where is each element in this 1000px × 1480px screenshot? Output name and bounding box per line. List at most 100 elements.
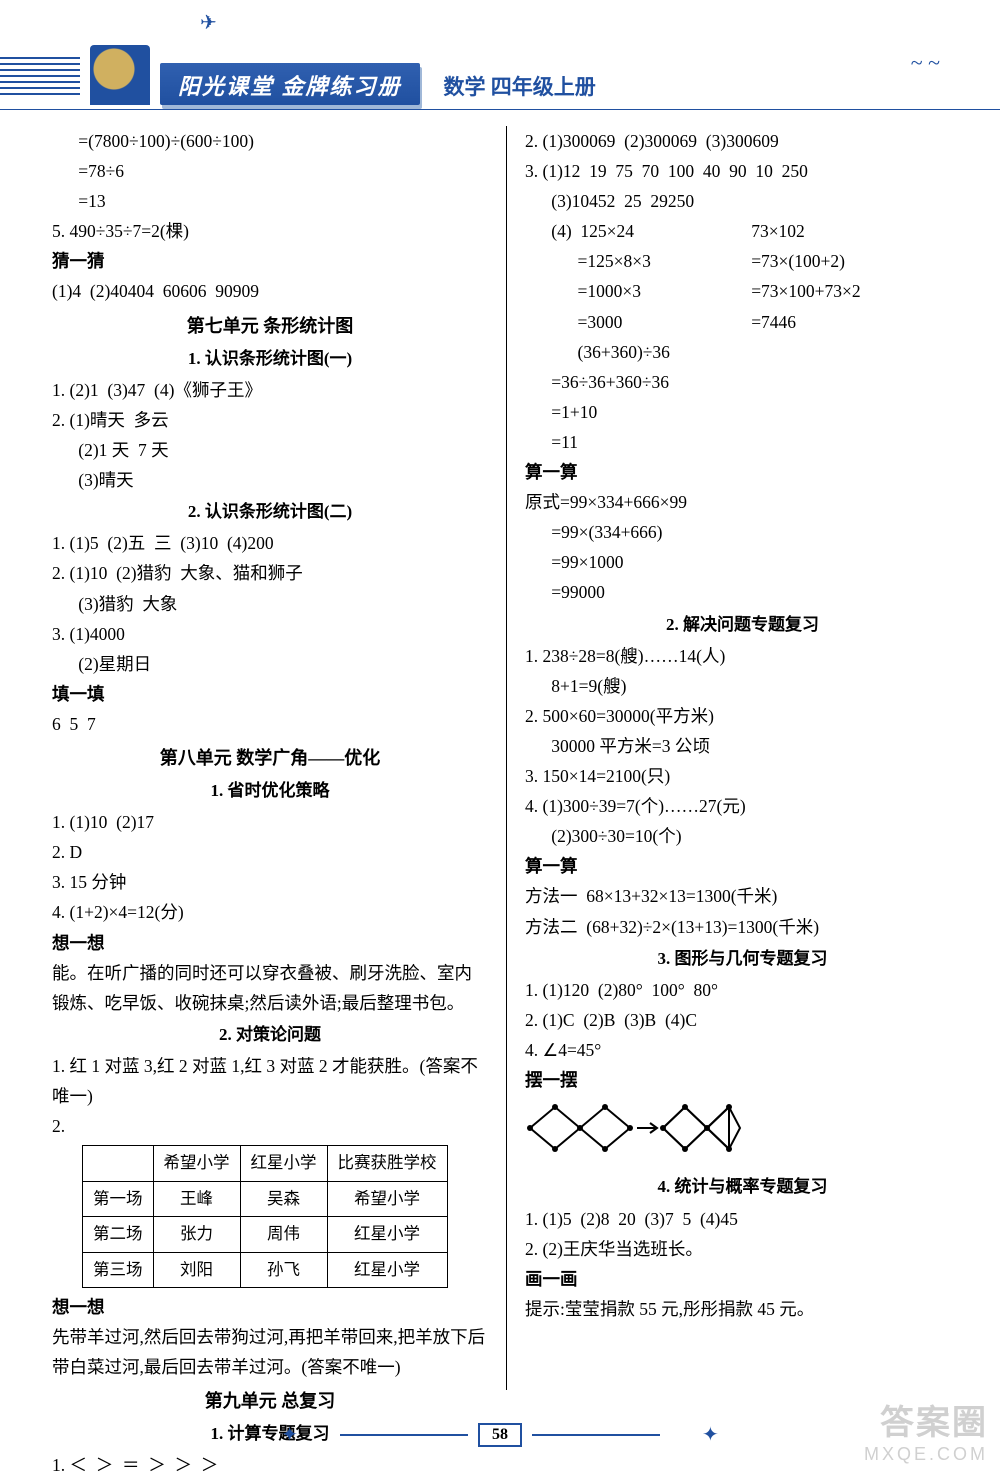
answer-line: 4. (1+2)×4=12(分) — [52, 897, 488, 927]
table-row: 第二场 张力 周伟 红星小学 — [83, 1217, 448, 1252]
table-cell: 希望小学 — [327, 1181, 447, 1216]
table-cell: 孙飞 — [240, 1252, 327, 1287]
calc-line: =99×1000 — [525, 547, 960, 577]
table-header-row: 希望小学 红星小学 比赛获胜学校 — [83, 1146, 448, 1181]
answer-line: 1. (2)1 (3)47 (4)《狮子王》 — [52, 375, 488, 405]
answer-line: 3. (1)4000 — [52, 619, 488, 649]
guess-heading: 猜一猜 — [52, 246, 488, 276]
answer-line: 4. ∠4=45° — [525, 1035, 960, 1065]
unit8-title: 第八单元 数学广角——优化 — [52, 743, 488, 774]
answer-line: (3)猎豹 大象 — [52, 589, 488, 619]
review-section4-title: 4. 统计与概率专题复习 — [525, 1172, 960, 1201]
page-number: 58 — [478, 1423, 522, 1447]
answer-line: 2. 500×60=30000(平方米) — [525, 701, 960, 731]
globe-icon — [90, 45, 150, 105]
table-cell: 第二场 — [83, 1217, 154, 1252]
draw-heading: 画一画 — [525, 1264, 960, 1294]
match-table: 希望小学 红星小学 比赛获胜学校 第一场 王峰 吴森 希望小学 第二场 张力 周… — [82, 1145, 448, 1288]
answer-line: 提示:莹莹捐款 55 元,彤彤捐款 45 元。 — [525, 1294, 960, 1324]
page-body: =(7800÷100)÷(600÷100) =78÷6 =13 5. 490÷3… — [0, 110, 1000, 1390]
calc-line: =73×(100+2) — [751, 246, 960, 276]
table-cell: 第一场 — [83, 1181, 154, 1216]
footer-rule — [532, 1434, 692, 1436]
header-stripes-decoration — [0, 55, 80, 95]
answer-line: 方法一 68×13+32×13=1300(千米) — [525, 881, 960, 911]
answer-paragraph: 能。在听广播的同时还可以穿衣叠被、刷牙洗脸、室内锻炼、吃早饭、收碗抹桌;然后读外… — [52, 958, 488, 1018]
table-cell: 周伟 — [240, 1217, 327, 1252]
answer-line: 2. (2)王庆华当选班长。 — [525, 1234, 960, 1264]
calc-line: =1+10 — [525, 397, 960, 427]
answer-line: 1. (1)10 (2)17 — [52, 807, 488, 837]
answer-line: 30000 平方米=3 公顷 — [525, 731, 960, 761]
footer-rule — [308, 1434, 468, 1436]
calc-line: =(7800÷100)÷(600÷100) — [52, 126, 488, 156]
plane-icon: ✈ — [200, 10, 217, 35]
bird-icon: ~ ~ — [911, 50, 940, 76]
table-cell: 第三场 — [83, 1252, 154, 1287]
answer-line: 1. (1)5 (2)五 三 (3)10 (4)200 — [52, 528, 488, 558]
calc-line: =99×(334+666) — [525, 517, 960, 547]
answer-line: 3. 15 分钟 — [52, 867, 488, 897]
answer-line: 2. (1)C (2)B (3)B (4)C — [525, 1005, 960, 1035]
fill-heading: 填一填 — [52, 679, 488, 709]
unit9-title: 第九单元 总复习 — [52, 1386, 488, 1417]
answer-line: (1)4 (2)40404 60606 90909 — [52, 276, 488, 306]
table-cell: 红星小学 — [327, 1252, 447, 1287]
answer-line: 2. (1)10 (2)猎豹 大象、猫和狮子 — [52, 558, 488, 588]
answer-line: (2)1 天 7 天 — [52, 435, 488, 465]
table-cell: 红星小学 — [327, 1217, 447, 1252]
matchstick-diagram — [525, 1099, 960, 1166]
calc-line: =99000 — [525, 577, 960, 607]
book-title: 阳光课堂 金牌练习册 — [160, 63, 420, 105]
answer-line: 2. — [52, 1111, 488, 1141]
calc-line: =7446 — [751, 307, 960, 337]
unit7-title: 第七单元 条形统计图 — [52, 311, 488, 342]
subject-grade: 数学 四年级上册 — [444, 71, 596, 105]
left-column: =(7800÷100)÷(600÷100) =78÷6 =13 5. 490÷3… — [52, 126, 506, 1390]
answer-line: 4. (1)300÷39=7(个)……27(元) — [525, 791, 960, 821]
calc-line: =73×100+73×2 — [751, 276, 960, 306]
calc-head: (4) 125×24 — [525, 216, 751, 246]
think-heading: 想一想 — [52, 1292, 488, 1322]
calc-line: (36+360)÷36 — [525, 337, 960, 367]
calc-heading: 算一算 — [525, 851, 960, 881]
unit8-section2-title: 2. 对策论问题 — [52, 1020, 488, 1049]
table-row: 第三场 刘阳 孙飞 红星小学 — [83, 1252, 448, 1287]
arrange-heading: 摆一摆 — [525, 1065, 960, 1095]
right-column: 2. (1)300069 (2)300069 (3)300609 3. (1)1… — [506, 126, 960, 1390]
table-header: 红星小学 — [240, 1146, 327, 1181]
review-section2-title: 2. 解决问题专题复习 — [525, 610, 960, 639]
windmill-icon: ✦ — [281, 1422, 298, 1447]
answer-line: (2)星期日 — [52, 649, 488, 679]
table-cell: 王峰 — [153, 1181, 240, 1216]
page-footer: ✦ 58 ✦ — [0, 1422, 1000, 1447]
answer-line: (3)10452 25 29250 — [525, 186, 960, 216]
answer-line: 8+1=9(艘) — [525, 671, 960, 701]
windmill-icon: ✦ — [702, 1422, 719, 1447]
table-row: 第一场 王峰 吴森 希望小学 — [83, 1181, 448, 1216]
answer-line: 1. (1)120 (2)80° 100° 80° — [525, 975, 960, 1005]
answer-line: 1. 238÷28=8(艘)……14(人) — [525, 641, 960, 671]
calc-line: =36÷36+360÷36 — [525, 367, 960, 397]
watermark: 答案圈 MXQE.COM — [864, 1395, 988, 1465]
table-cell: 刘阳 — [153, 1252, 240, 1287]
answer-line: 1. (1)5 (2)8 20 (3)7 5 (4)45 — [525, 1204, 960, 1234]
calc-line: 原式=99×334+666×99 — [525, 487, 960, 517]
calc-line: =78÷6 — [52, 156, 488, 186]
answer-line: 2. (1)300069 (2)300069 (3)300609 — [525, 126, 960, 156]
unit7-section2-title: 2. 认识条形统计图(二) — [52, 497, 488, 526]
calc-line: =11 — [525, 427, 960, 457]
answer-line: 3. (1)12 19 75 70 100 40 90 10 250 — [525, 156, 960, 186]
watermark-url: MXQE.COM — [864, 1444, 988, 1465]
answer-line: 方法二 (68+32)÷2×(13+13)=1300(千米) — [525, 912, 960, 942]
page-header: ✈ 阳光课堂 金牌练习册 数学 四年级上册 ~ ~ — [0, 0, 1000, 110]
table-header: 希望小学 — [153, 1146, 240, 1181]
review-section3-title: 3. 图形与几何专题复习 — [525, 944, 960, 973]
header-banner: 阳光课堂 金牌练习册 数学 四年级上册 — [90, 45, 596, 105]
answer-line: 5. 490÷35÷7=2(棵) — [52, 216, 488, 246]
unit8-section1-title: 1. 省时优化策略 — [52, 776, 488, 805]
table-cell: 张力 — [153, 1217, 240, 1252]
answer-line: 6 5 7 — [52, 709, 488, 739]
answer-line: 3. 150×14=2100(只) — [525, 761, 960, 791]
calc-line: =125×8×3 — [525, 246, 751, 276]
